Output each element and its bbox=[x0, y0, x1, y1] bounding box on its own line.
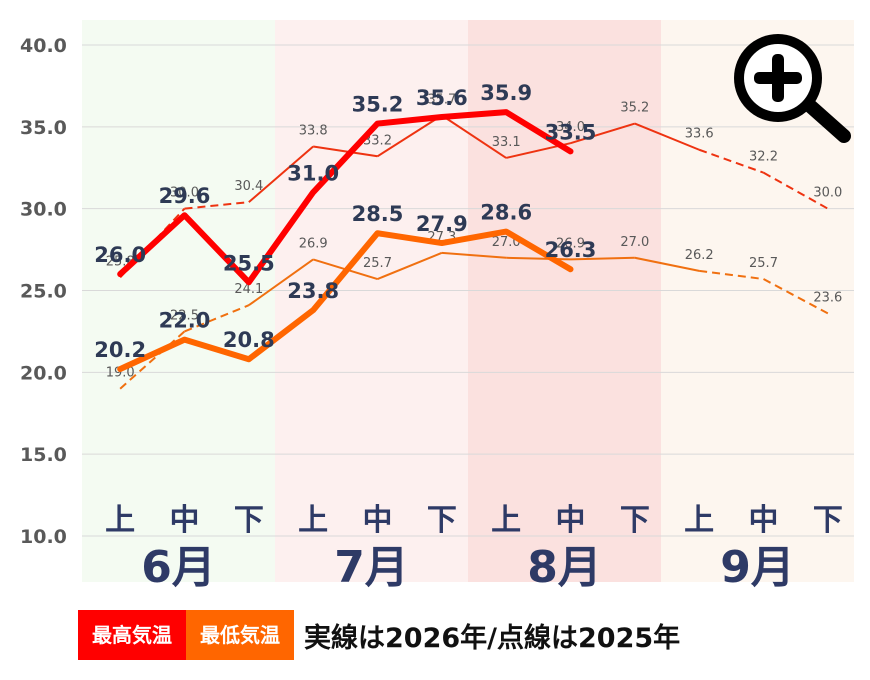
month-label: 6月 bbox=[141, 542, 216, 593]
data-label-2025: 35.2 bbox=[620, 101, 649, 116]
data-label-2026: 33.5 bbox=[545, 120, 597, 144]
data-label-2026: 28.5 bbox=[352, 202, 404, 226]
series-2025-segment bbox=[376, 114, 443, 158]
series-2025-segment bbox=[570, 256, 635, 261]
data-label-2025: 30.0 bbox=[170, 186, 199, 201]
legend-max-temp: 最高気温 bbox=[78, 610, 186, 660]
period-label: 中 bbox=[749, 503, 779, 538]
period-label: 下 bbox=[620, 503, 650, 538]
period-label: 中 bbox=[556, 503, 586, 538]
series-2025-segment bbox=[634, 122, 700, 151]
data-label-2026: 20.8 bbox=[223, 328, 275, 352]
series-2025-segment bbox=[699, 269, 764, 281]
period-label: 上 bbox=[298, 503, 328, 538]
data-label-2026: 35.9 bbox=[480, 81, 532, 105]
data-label-2025: 23.6 bbox=[813, 290, 842, 305]
data-label-2026: 22.0 bbox=[159, 309, 211, 333]
series-2026-line bbox=[117, 109, 574, 286]
data-label-2026: 31.0 bbox=[287, 161, 339, 185]
series-2025-segment bbox=[441, 114, 507, 159]
data-label-2025: 33.8 bbox=[299, 123, 328, 138]
y-tick-label: 25.0 bbox=[20, 281, 67, 303]
y-tick-label: 10.0 bbox=[20, 526, 67, 548]
data-label-2026: 20.2 bbox=[94, 338, 146, 362]
data-label-2025: 25.7 bbox=[363, 256, 392, 271]
data-label-2025: 30.0 bbox=[813, 186, 842, 201]
data-label-2025: 22.5 bbox=[170, 308, 199, 323]
data-label-2026: 26.0 bbox=[94, 243, 146, 267]
y-tick-label: 15.0 bbox=[20, 444, 67, 466]
series-2025-segment bbox=[248, 258, 314, 307]
data-label-2026: 27.9 bbox=[416, 212, 468, 236]
data-label-2025: 26.2 bbox=[685, 248, 714, 263]
data-label-2025: 24.1 bbox=[234, 282, 263, 297]
period-label: 下 bbox=[427, 503, 457, 538]
series-2025-segment bbox=[441, 251, 507, 259]
series-2025-segment bbox=[698, 148, 764, 174]
data-label-2025: 32.2 bbox=[749, 150, 778, 165]
data-label-2025: 34.0 bbox=[556, 120, 585, 135]
series-2025-segment bbox=[184, 201, 249, 210]
data-label-2025: 33.6 bbox=[685, 127, 714, 142]
data-label-2025: 19.0 bbox=[106, 366, 135, 381]
period-label: 下 bbox=[813, 503, 843, 538]
period-label: 中 bbox=[363, 503, 393, 538]
period-label: 上 bbox=[491, 503, 521, 538]
series-2025-segment bbox=[377, 251, 443, 280]
month-band bbox=[82, 20, 275, 582]
data-label-2025: 33.1 bbox=[492, 135, 521, 150]
month-label: 9月 bbox=[720, 542, 795, 593]
magnifier-plus-icon[interactable] bbox=[726, 32, 856, 152]
data-label-2026: 35.2 bbox=[352, 93, 404, 117]
y-tick-label: 40.0 bbox=[20, 35, 67, 57]
month-band bbox=[275, 20, 468, 582]
data-label-2026: 23.8 bbox=[287, 279, 339, 303]
data-label-2025: 26.9 bbox=[556, 236, 585, 251]
series-2025-segment bbox=[634, 256, 700, 272]
data-label-2025: 30.4 bbox=[234, 179, 263, 194]
y-tick-label: 30.0 bbox=[20, 199, 67, 221]
data-label-2025: 35.7 bbox=[427, 92, 456, 107]
data-label-2025: 25.7 bbox=[749, 256, 778, 271]
period-label: 下 bbox=[234, 503, 264, 538]
period-label: 上 bbox=[105, 503, 135, 538]
series-2026-line bbox=[117, 228, 574, 373]
y-tick-label: 20.0 bbox=[20, 362, 67, 384]
month-label: 8月 bbox=[527, 542, 602, 593]
series-2025-segment bbox=[119, 330, 186, 390]
data-label-2026: 35.6 bbox=[416, 86, 468, 110]
data-label-2026: 29.6 bbox=[159, 184, 211, 208]
legend-line-style-note: 実線は2026年/点線は2025年 bbox=[304, 622, 681, 654]
series-2025-segment bbox=[506, 256, 571, 261]
legend: 最高気温 最低気温 実線は2026年/点線は2025年 bbox=[78, 610, 680, 660]
series-2025-segment bbox=[313, 145, 378, 158]
month-label: 7月 bbox=[334, 542, 409, 593]
data-label-2025: 27.0 bbox=[620, 235, 649, 250]
series-2025-segment bbox=[184, 304, 250, 333]
period-label: 上 bbox=[684, 503, 714, 538]
data-label-2026: 25.5 bbox=[223, 251, 275, 275]
legend-min-temp: 最低気温 bbox=[186, 610, 294, 660]
series-2025-segment bbox=[570, 122, 636, 145]
series-2025-segment bbox=[248, 145, 314, 203]
data-label-2025: 26.9 bbox=[299, 236, 328, 251]
period-label: 中 bbox=[170, 503, 200, 538]
data-label-2026: 26.3 bbox=[545, 238, 597, 262]
data-label-2025: 33.2 bbox=[363, 133, 392, 148]
y-tick-label: 35.0 bbox=[20, 117, 67, 139]
data-label-2026: 28.6 bbox=[480, 201, 532, 225]
